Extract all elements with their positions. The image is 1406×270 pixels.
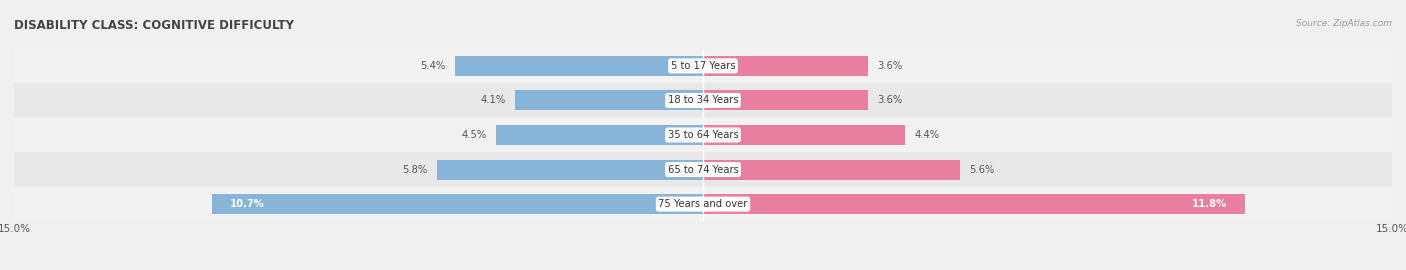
Bar [703, 194, 1244, 214]
Text: 5.4%: 5.4% [420, 61, 446, 71]
Text: 4.5%: 4.5% [463, 130, 486, 140]
Text: 65 to 74 Years: 65 to 74 Years [668, 164, 738, 175]
Bar [703, 160, 960, 180]
Text: 10.7%: 10.7% [231, 199, 264, 209]
Bar [14, 83, 1392, 118]
Bar [14, 118, 1392, 152]
Text: 11.8%: 11.8% [1191, 199, 1226, 209]
Bar [703, 125, 905, 145]
Text: 75 Years and over: 75 Years and over [658, 199, 748, 209]
Bar [703, 56, 869, 76]
Text: 5 to 17 Years: 5 to 17 Years [671, 61, 735, 71]
Text: Source: ZipAtlas.com: Source: ZipAtlas.com [1296, 19, 1392, 28]
Bar [14, 49, 1392, 83]
Bar [496, 125, 703, 145]
Bar [14, 152, 1392, 187]
Text: 5.6%: 5.6% [969, 164, 995, 175]
Text: 4.1%: 4.1% [481, 95, 506, 106]
Bar [211, 194, 703, 214]
Bar [703, 90, 869, 110]
Bar [515, 90, 703, 110]
Text: 3.6%: 3.6% [877, 61, 903, 71]
Text: 35 to 64 Years: 35 to 64 Years [668, 130, 738, 140]
Text: DISABILITY CLASS: COGNITIVE DIFFICULTY: DISABILITY CLASS: COGNITIVE DIFFICULTY [14, 19, 294, 32]
Bar [437, 160, 703, 180]
Bar [14, 187, 1392, 221]
Text: 3.6%: 3.6% [877, 95, 903, 106]
Text: 5.8%: 5.8% [402, 164, 427, 175]
Text: 18 to 34 Years: 18 to 34 Years [668, 95, 738, 106]
Bar [456, 56, 703, 76]
Text: 4.4%: 4.4% [914, 130, 939, 140]
